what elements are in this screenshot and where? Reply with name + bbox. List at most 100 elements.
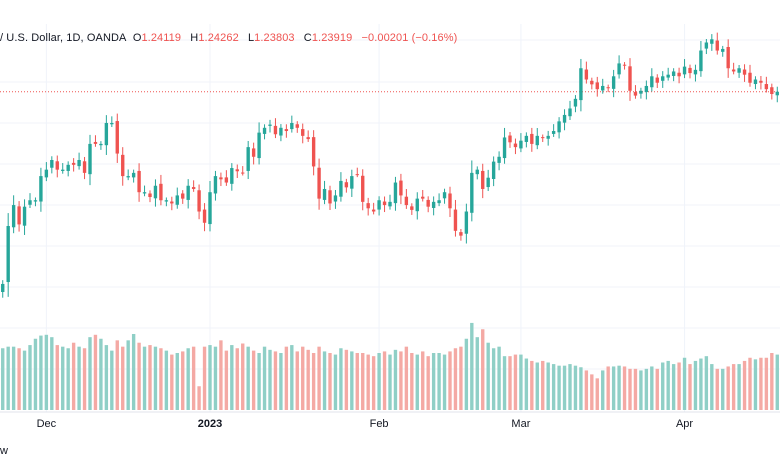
candle[interactable] — [350, 169, 354, 197]
candle[interactable] — [361, 169, 365, 211]
candle[interactable] — [753, 76, 758, 90]
candle[interactable] — [279, 124, 283, 142]
candle[interactable] — [126, 169, 130, 181]
candle[interactable] — [153, 179, 158, 207]
candle[interactable] — [742, 64, 747, 82]
candle[interactable] — [426, 196, 430, 213]
candle[interactable] — [82, 156, 87, 180]
candle[interactable] — [693, 64, 698, 82]
candle[interactable] — [317, 158, 321, 210]
candle[interactable] — [22, 199, 27, 235]
candle[interactable] — [557, 117, 561, 139]
candle[interactable] — [164, 197, 169, 207]
candle[interactable] — [28, 193, 32, 209]
candle[interactable] — [464, 203, 469, 244]
candle[interactable] — [66, 161, 70, 177]
candle[interactable] — [475, 166, 479, 180]
candle[interactable] — [491, 156, 496, 187]
candle[interactable] — [655, 74, 659, 89]
candle[interactable] — [191, 180, 196, 192]
candle[interactable] — [366, 197, 370, 216]
candle[interactable] — [11, 195, 16, 234]
candle[interactable] — [431, 196, 436, 216]
candle[interactable] — [579, 58, 583, 112]
candle[interactable] — [6, 213, 10, 297]
candle[interactable] — [202, 203, 207, 232]
candle[interactable] — [486, 169, 490, 192]
candle[interactable] — [633, 85, 638, 99]
candle[interactable] — [268, 119, 272, 133]
candle[interactable] — [39, 167, 43, 212]
candle[interactable] — [175, 187, 179, 209]
candle[interactable] — [251, 142, 256, 165]
candle[interactable] — [666, 67, 670, 81]
candle[interactable] — [186, 179, 190, 209]
candle[interactable] — [524, 132, 529, 148]
candle[interactable] — [775, 86, 779, 103]
candle[interactable] — [224, 170, 229, 186]
candle[interactable] — [17, 201, 21, 232]
candle[interactable] — [328, 185, 332, 210]
candle[interactable] — [104, 115, 109, 155]
candle[interactable] — [541, 134, 545, 143]
candle[interactable] — [448, 186, 452, 217]
candle[interactable] — [731, 62, 736, 75]
candle[interactable] — [262, 124, 267, 140]
candle[interactable] — [50, 156, 54, 174]
candle[interactable] — [170, 196, 174, 211]
candle[interactable] — [257, 122, 261, 165]
candle[interactable] — [33, 197, 38, 207]
time-axis[interactable]: Dec2023FebMarAprMay — [37, 418, 780, 430]
candle[interactable] — [459, 229, 463, 241]
candle[interactable] — [399, 173, 403, 205]
candle[interactable] — [562, 109, 567, 131]
candle[interactable] — [44, 162, 49, 182]
candle[interactable] — [502, 127, 507, 164]
candle[interactable] — [415, 192, 419, 220]
candle[interactable] — [382, 196, 387, 213]
candle[interactable] — [551, 124, 556, 137]
candle[interactable] — [508, 131, 512, 148]
candle[interactable] — [611, 69, 616, 98]
candle[interactable] — [241, 166, 245, 176]
candle[interactable] — [93, 135, 98, 147]
candle[interactable] — [568, 100, 572, 120]
candle[interactable] — [61, 163, 65, 174]
candle[interactable] — [470, 160, 474, 222]
candle[interactable] — [181, 190, 185, 204]
candle[interactable] — [721, 45, 725, 57]
candle[interactable] — [371, 202, 376, 215]
candle[interactable] — [737, 64, 741, 78]
candle[interactable] — [219, 172, 223, 187]
candle[interactable] — [284, 124, 289, 138]
candle[interactable] — [208, 180, 212, 232]
candle[interactable] — [230, 163, 234, 191]
candle[interactable] — [344, 178, 349, 193]
candle[interactable] — [601, 78, 605, 94]
candle[interactable] — [748, 64, 752, 87]
candle[interactable] — [764, 76, 769, 93]
candle[interactable] — [759, 76, 763, 90]
candle[interactable] — [339, 172, 343, 202]
candle[interactable] — [671, 68, 676, 82]
candle[interactable] — [530, 127, 534, 152]
candle[interactable] — [639, 87, 643, 99]
candle[interactable] — [590, 77, 594, 90]
candle[interactable] — [99, 141, 103, 150]
candle[interactable] — [622, 62, 627, 70]
candle[interactable] — [770, 83, 774, 100]
candle[interactable] — [682, 59, 687, 79]
candle[interactable] — [131, 169, 136, 183]
candle[interactable] — [421, 189, 425, 202]
candle[interactable] — [121, 147, 125, 186]
candle[interactable] — [246, 140, 250, 180]
candle[interactable] — [699, 41, 703, 77]
price-pane[interactable] — [1, 32, 779, 298]
candle[interactable] — [71, 158, 76, 172]
candle[interactable] — [661, 71, 665, 88]
candle[interactable] — [137, 163, 141, 202]
candle[interactable] — [513, 138, 518, 155]
candle[interactable] — [142, 185, 147, 197]
